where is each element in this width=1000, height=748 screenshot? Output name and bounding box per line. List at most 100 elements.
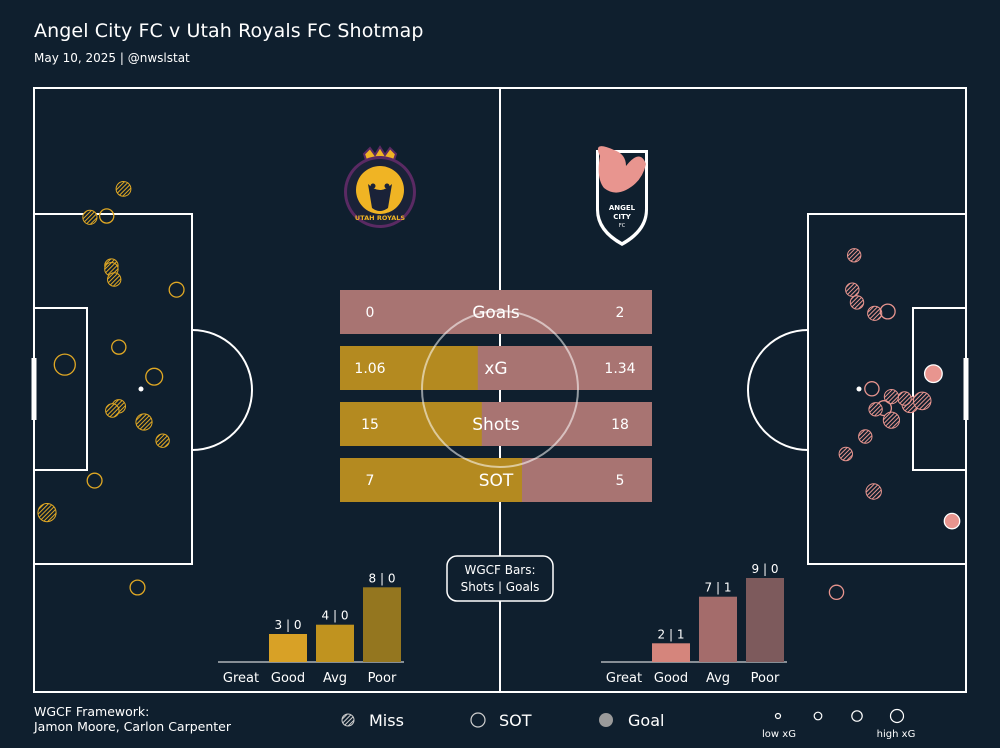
left-six-yard-box xyxy=(33,307,88,471)
center-circle xyxy=(421,310,579,468)
angel-city-shots xyxy=(828,248,961,601)
angel-shot-miss xyxy=(882,411,901,429)
utah-shot-sot xyxy=(98,208,115,224)
angel-shot-miss xyxy=(883,389,900,405)
utah-wgcf-category: Avg xyxy=(323,671,347,686)
legend-xg-size-3 xyxy=(851,710,863,722)
angel-wgcf-bar xyxy=(746,578,784,662)
compare-metric-label: Shots xyxy=(472,415,520,435)
compare-metric-label: Goals xyxy=(472,303,520,323)
right-penalty-area xyxy=(807,213,967,565)
compare-right-value: 5 xyxy=(616,473,625,489)
angel-shot-sot xyxy=(879,303,896,320)
angel-shot-miss xyxy=(897,391,912,406)
angel-city-wgcf-bars: Great 2 | 1 Good 7 | 1 Avg 9 | 0 Poor xyxy=(601,562,787,686)
shot-legend: Miss SOT Goal low xG high xG xyxy=(341,708,916,740)
legend-goal-marker xyxy=(599,713,613,727)
credits: WGCF Framework: Jamon Moore, Carlon Carp… xyxy=(34,704,231,734)
comparison-bars: 0 Goals 2 1.06 xG 1.34 15 Shots 18 7 SOT 5 xyxy=(340,290,652,502)
angel-shot-miss xyxy=(845,282,860,297)
compare-bar-shots-left xyxy=(340,402,482,446)
utah-wgcf-bar-label: 8 | 0 xyxy=(369,571,396,585)
wgcf-legend-box: WGCF Bars: Shots | Goals xyxy=(446,555,554,602)
utah-shot-miss xyxy=(155,433,170,448)
compare-right-value: 18 xyxy=(611,417,629,433)
angel-shot-miss xyxy=(867,305,883,321)
angel-shot-miss xyxy=(868,402,883,417)
legend-miss-label: Miss xyxy=(369,711,404,730)
angel-city-badge-icon: ANGEL CITY FC xyxy=(596,146,648,246)
angel-wgcf-category: Great xyxy=(606,671,642,686)
angel-wgcf-category: Good xyxy=(654,671,688,686)
utah-wgcf-bar-label: 3 | 0 xyxy=(275,618,302,632)
utah-shot-sot xyxy=(129,579,146,596)
compare-bar-sot-left xyxy=(340,458,522,502)
angel-wgcf-category: Avg xyxy=(706,671,730,686)
legend-low-xg: low xG xyxy=(762,729,796,740)
right-penalty-spot xyxy=(856,386,862,392)
angel-wgcf-category: Poor xyxy=(751,671,780,686)
angel-shot-goal xyxy=(943,512,961,530)
credits-line1: WGCF Framework: xyxy=(34,704,150,719)
wgcf-box-line1: WGCF Bars: xyxy=(464,563,535,577)
legend-xg-size-1 xyxy=(774,712,782,720)
utah-wgcf-category: Good xyxy=(271,671,305,686)
angel-wgcf-bar-label: 7 | 1 xyxy=(705,581,732,595)
angel-badge-text-2: CITY xyxy=(613,213,632,221)
compare-left-value: 1.06 xyxy=(354,361,385,377)
compare-metric-label: SOT xyxy=(479,471,514,491)
utah-wgcf-category: Great xyxy=(223,671,259,686)
utah-wgcf-category: Poor xyxy=(368,671,397,686)
utah-shot-miss xyxy=(82,209,98,225)
angel-shot-miss xyxy=(847,248,862,263)
legend-xg-size-4 xyxy=(889,708,905,724)
utah-shot-miss xyxy=(107,272,122,287)
wgcf-box-line2: Shots | Goals xyxy=(461,580,540,594)
utah-badge-text: UTAH ROYALS xyxy=(355,214,405,222)
utah-shot-miss xyxy=(135,413,153,431)
angel-shot-miss xyxy=(865,483,882,500)
left-penalty-arc xyxy=(191,329,253,451)
angel-badge-text-3: FC xyxy=(619,223,626,229)
legend-sot-marker xyxy=(470,712,486,728)
legend-goal-label: Goal xyxy=(628,711,664,730)
utah-shot-sot xyxy=(168,281,185,298)
legend-miss-marker xyxy=(341,713,355,727)
utah-shot-sot xyxy=(145,367,164,386)
utah-shots xyxy=(37,181,185,596)
compare-left-value: 15 xyxy=(361,417,379,433)
credits-line2: Jamon Moore, Carlon Carpenter xyxy=(34,719,231,734)
angel-shot-sot xyxy=(864,381,880,397)
utah-shot-sot xyxy=(53,353,76,376)
angel-wgcf-bar-label: 2 | 1 xyxy=(658,627,685,641)
angel-shot-miss xyxy=(858,429,873,444)
compare-metric-label: xG xyxy=(484,359,507,379)
utah-royals-badge-icon: UTAH ROYALS xyxy=(344,145,416,228)
angel-shot-miss xyxy=(849,295,865,310)
right-penalty-arc xyxy=(747,329,809,451)
utah-wgcf-bar xyxy=(363,587,401,662)
legend-xg-size-2 xyxy=(813,711,823,721)
left-penalty-spot xyxy=(138,386,144,392)
angel-badge-text-1: ANGEL xyxy=(609,204,636,212)
angel-wgcf-bar xyxy=(652,643,690,662)
angel-shot-goal xyxy=(923,364,943,384)
utah-wgcf-bar xyxy=(316,624,354,662)
chart-subtitle: May 10, 2025 | @nwslstat xyxy=(34,51,190,65)
utah-wgcf-bar-label: 4 | 0 xyxy=(322,609,349,623)
utah-wgcf-bar xyxy=(269,634,307,662)
legend-sot-label: SOT xyxy=(499,711,532,730)
right-six-yard-box xyxy=(912,307,967,471)
angel-shot-miss xyxy=(912,391,932,411)
utah-shot-sot xyxy=(111,339,127,355)
legend-high-xg: high xG xyxy=(877,729,916,740)
angel-shot-miss xyxy=(838,446,853,462)
compare-left-value: 0 xyxy=(366,305,375,321)
compare-right-value: 2 xyxy=(616,305,625,321)
utah-shot-miss xyxy=(115,181,132,197)
utah-wgcf-bars: Great 3 | 0 Good 4 | 0 Avg 8 | 0 Poor xyxy=(218,571,404,686)
angel-shot-sot xyxy=(828,584,845,601)
utah-shot-sot xyxy=(86,472,103,489)
compare-left-value: 7 xyxy=(366,473,375,489)
